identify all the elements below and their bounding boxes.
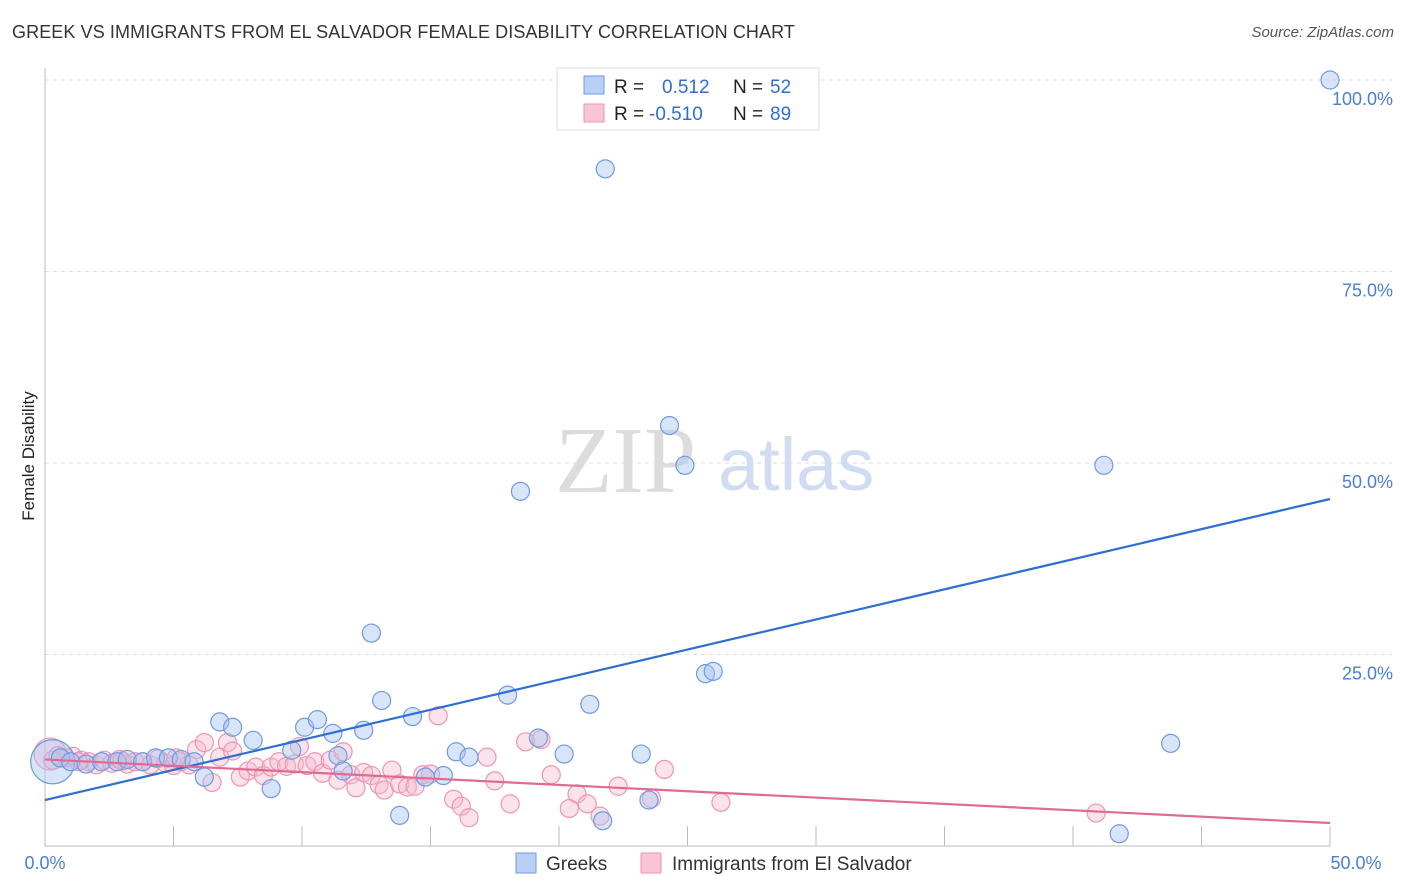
y-axis-label: Female Disability xyxy=(19,391,38,521)
el-salvador-point xyxy=(194,732,214,753)
el-salvador-point xyxy=(577,794,597,814)
el-salvador-point xyxy=(328,770,348,790)
greek-point xyxy=(1161,733,1181,753)
bottom-legend-elsal-swatch xyxy=(640,852,662,874)
el-salvador-point xyxy=(1086,803,1106,823)
watermark-zip: ZIP xyxy=(555,409,696,513)
legend-greek-r-value: 0.512 xyxy=(662,77,710,98)
greek-point xyxy=(194,767,214,787)
series-greeks xyxy=(30,70,1340,844)
greek-point xyxy=(498,685,518,705)
greek-point xyxy=(554,744,574,764)
el-salvador-point xyxy=(346,778,366,798)
greek-point xyxy=(639,790,659,810)
bottom-legend-elsal-label: Immigrants from El Salvador xyxy=(672,854,912,875)
watermark-atlas: atlas xyxy=(718,423,874,506)
greek-point xyxy=(361,623,381,643)
source-credit: Source: ZipAtlas.com xyxy=(1251,24,1394,41)
y-tick-labels: 25.0% 50.0% 75.0% 100.0% xyxy=(1332,89,1393,684)
el-salvador-point xyxy=(187,739,207,760)
el-salvador-point xyxy=(477,747,497,767)
legend-elsal-n-value: 89 xyxy=(770,104,791,125)
greek-trend-line xyxy=(44,497,1331,802)
greek-point xyxy=(703,661,723,681)
greek-point xyxy=(446,742,466,762)
greek-point xyxy=(675,455,695,475)
greek-point xyxy=(528,728,549,748)
legend-greek-n-label: N = xyxy=(733,77,763,98)
legend-elsal-n-label: N = xyxy=(733,104,763,125)
el-salvador-point xyxy=(459,808,479,828)
greek-point xyxy=(459,747,479,767)
el-salvador-point xyxy=(654,759,674,780)
greek-point xyxy=(433,765,453,786)
el-salvador-point xyxy=(354,762,374,783)
series-legend: Greeks Immigrants from El Salvador xyxy=(515,852,912,875)
greek-point xyxy=(243,730,263,750)
y-tick-label-50: 50.0% xyxy=(1342,472,1393,492)
el-salvador-trend-line xyxy=(44,758,1331,825)
legend-elsal-swatch xyxy=(583,103,605,123)
chart-title: GREEK VS IMMIGRANTS FROM EL SALVADOR FEM… xyxy=(12,22,796,42)
grid-lines xyxy=(45,79,1392,655)
greek-point xyxy=(133,752,153,772)
greek-point xyxy=(510,481,531,501)
greek-point xyxy=(223,717,243,737)
el-salvador-point xyxy=(608,776,628,796)
el-salvador-point xyxy=(500,794,520,814)
y-tick-label-75: 75.0% xyxy=(1342,281,1393,301)
greek-point xyxy=(210,712,230,732)
greek-point xyxy=(50,748,71,768)
el-salvador-point xyxy=(390,774,410,794)
el-salvador-point xyxy=(305,752,325,772)
greek-point xyxy=(261,778,281,799)
greek-point xyxy=(328,746,348,766)
bottom-legend-greek-swatch xyxy=(515,852,537,874)
greek-point xyxy=(372,690,392,711)
greek-point xyxy=(695,664,716,684)
greek-point xyxy=(390,805,410,825)
legend-elsal-r-label: R = xyxy=(614,104,644,125)
greek-point xyxy=(1109,824,1129,844)
trend-lines xyxy=(44,497,1331,825)
el-salvador-point xyxy=(711,792,731,812)
x-tick-label-min: 0.0% xyxy=(24,853,65,873)
bottom-legend-greek-label: Greeks xyxy=(546,854,607,875)
el-salvador-point xyxy=(451,796,471,816)
y-tick-label-25: 25.0% xyxy=(1342,664,1393,684)
greek-point xyxy=(659,415,680,436)
greek-point xyxy=(307,710,328,730)
x-tick-label-max: 50.0% xyxy=(1330,853,1381,873)
greek-point xyxy=(595,159,615,179)
legend-elsal-r-value: -0.510 xyxy=(649,104,703,125)
legend-greek-r-label: R = xyxy=(614,77,644,98)
greek-point xyxy=(1320,70,1340,90)
greek-point xyxy=(333,761,353,781)
el-salvador-point xyxy=(333,742,353,762)
el-salvador-point xyxy=(515,732,536,752)
y-tick-label-100: 100.0% xyxy=(1332,89,1393,109)
greek-point xyxy=(76,754,96,774)
legend-greek-n-value: 52 xyxy=(770,77,791,98)
x-axis-ticks xyxy=(173,826,1331,846)
legend-greek-swatch xyxy=(583,75,605,95)
greek-point xyxy=(1094,455,1114,475)
greek-point xyxy=(593,811,613,831)
el-salvador-point xyxy=(541,765,561,785)
el-salvador-point xyxy=(428,706,448,726)
greek-point xyxy=(580,694,600,714)
correlation-legend: R = 0.512 N = 52 R = -0.510 N = 89 xyxy=(556,67,820,131)
greek-point xyxy=(631,744,651,764)
el-salvador-point xyxy=(444,789,464,809)
